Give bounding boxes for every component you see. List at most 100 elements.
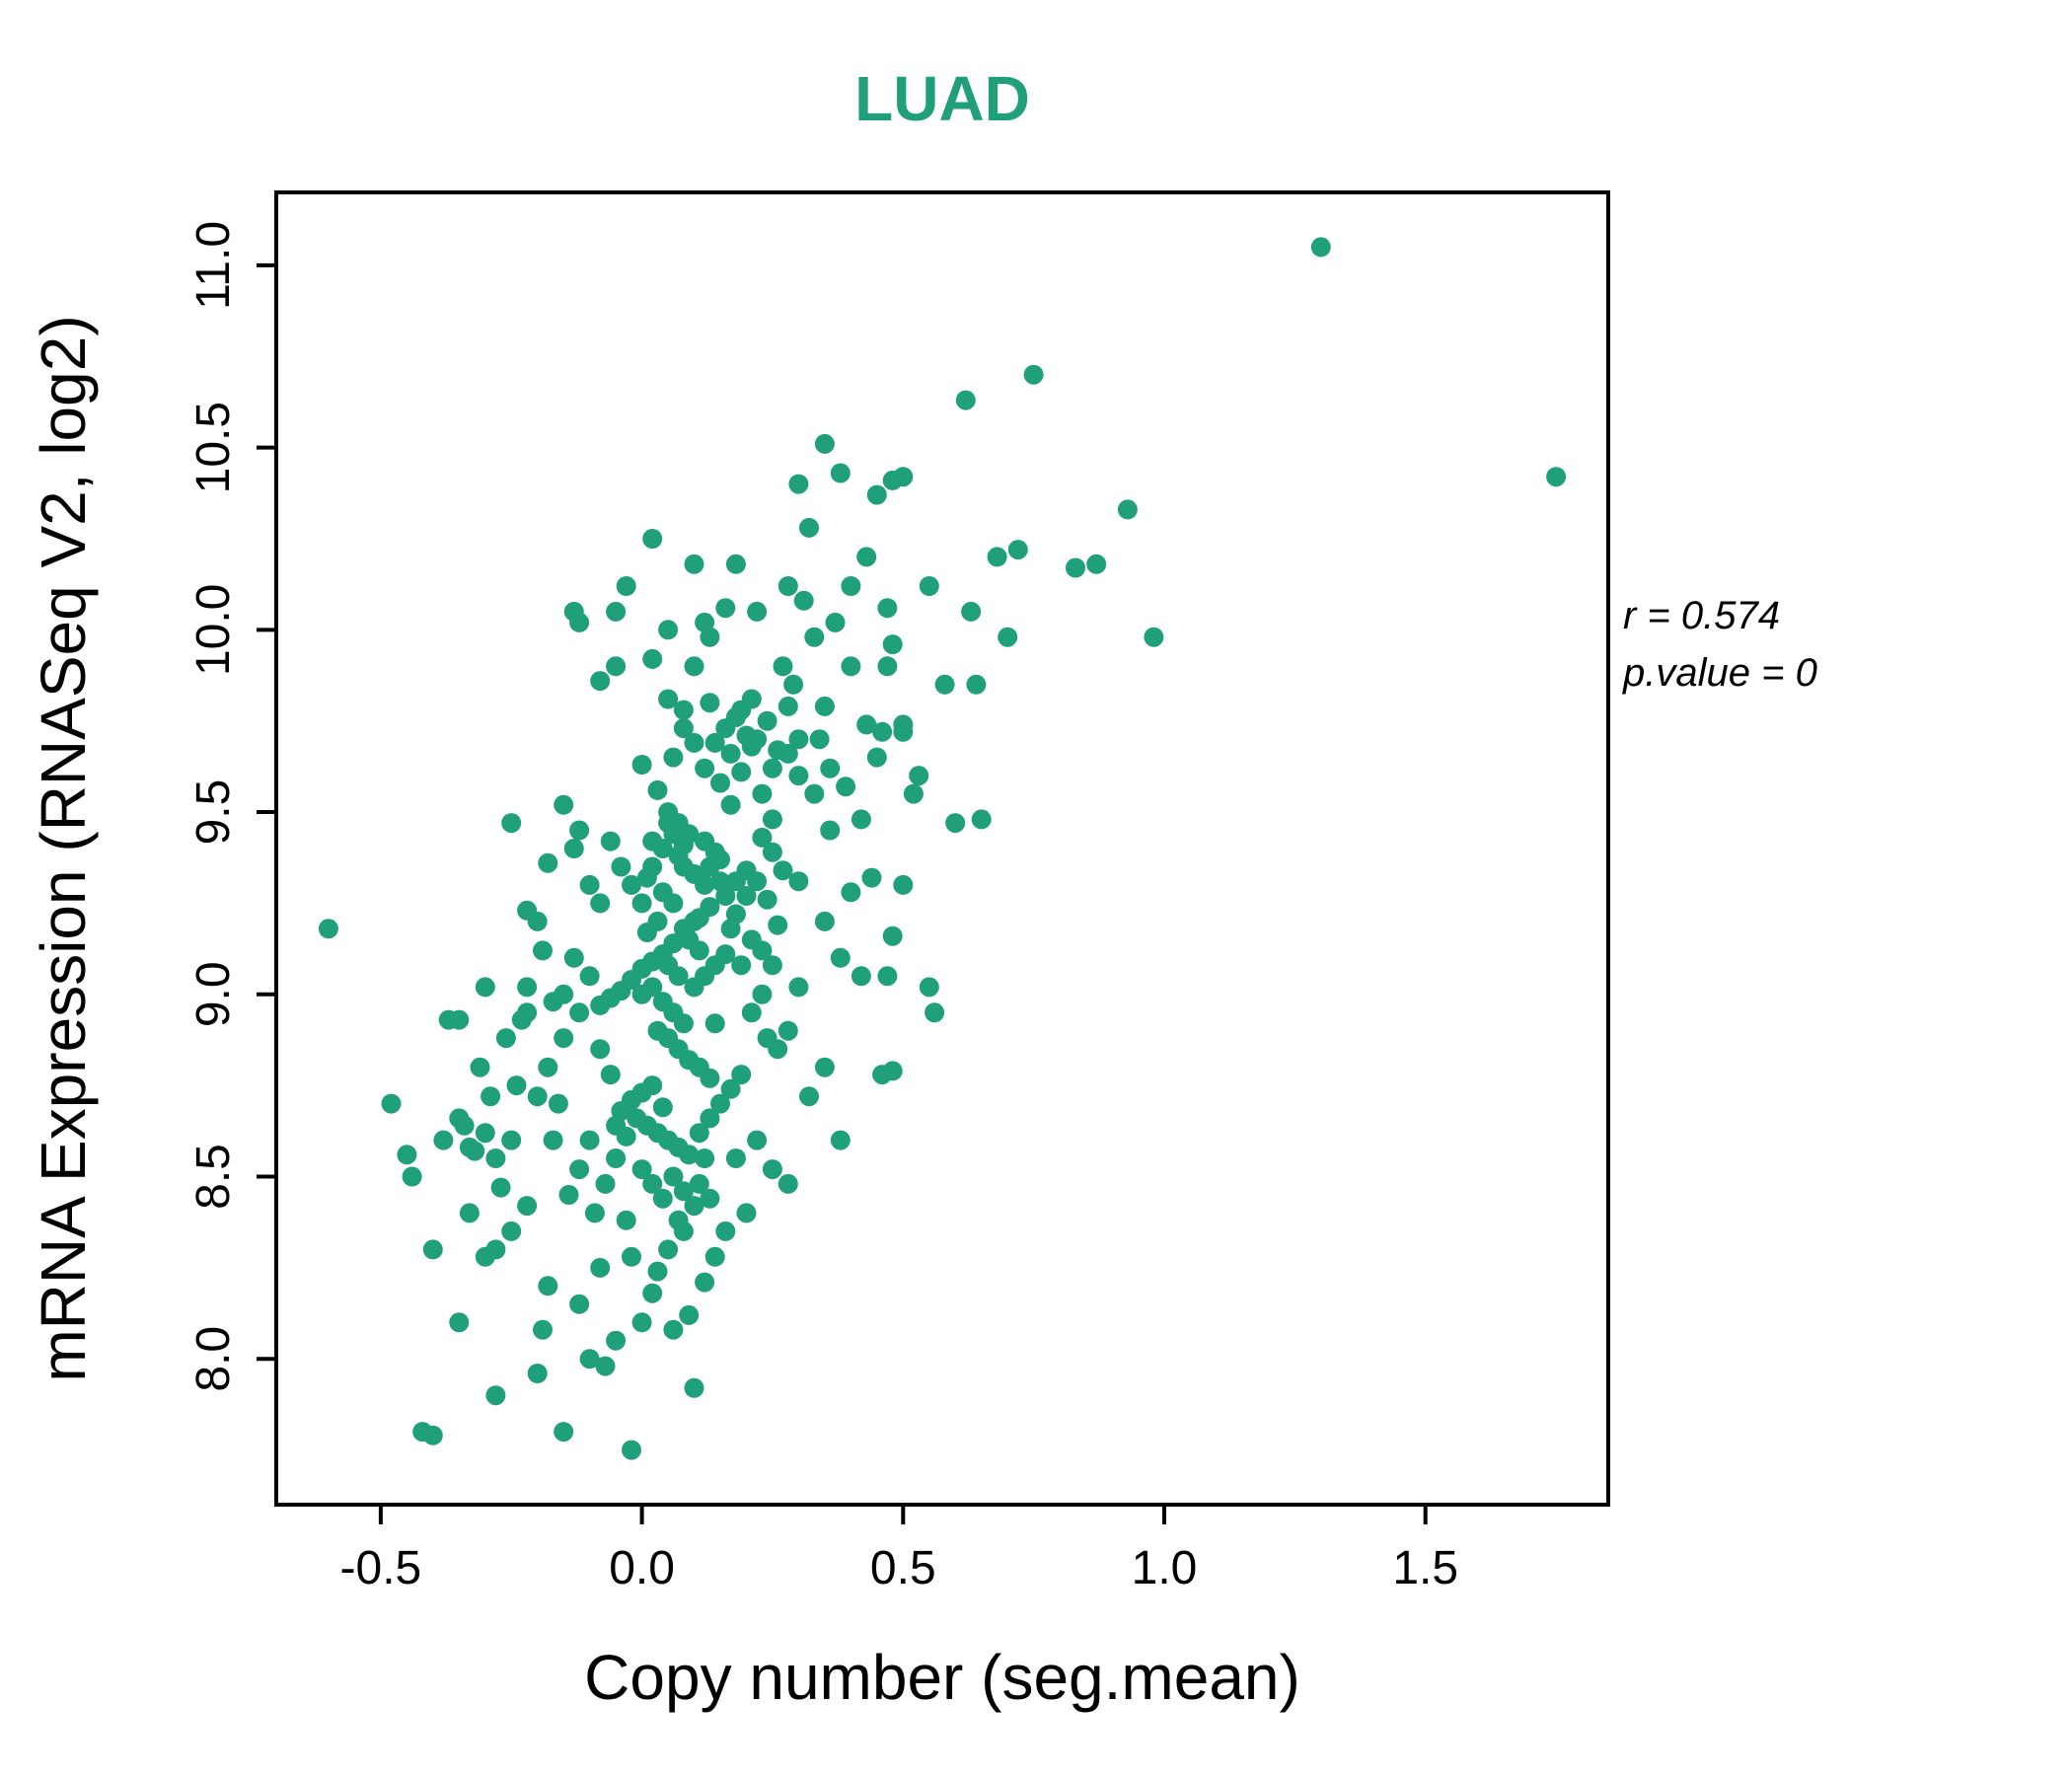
data-point <box>695 1272 715 1293</box>
data-point <box>569 1159 590 1180</box>
data-point <box>684 656 704 677</box>
data-point <box>673 919 694 939</box>
data-point <box>804 783 825 804</box>
data-point <box>919 576 939 596</box>
x-tick-label: 1.0 <box>1132 1542 1198 1594</box>
data-point <box>872 721 893 742</box>
data-point <box>606 1148 627 1168</box>
data-point <box>700 1108 720 1129</box>
data-point <box>736 886 757 906</box>
data-point <box>590 1257 611 1278</box>
data-point <box>538 852 558 873</box>
data-point <box>814 433 835 454</box>
data-point <box>820 820 841 841</box>
data-point <box>579 874 600 895</box>
data-point <box>642 1283 663 1303</box>
chart-title: LUAD <box>854 63 1030 134</box>
data-point <box>830 463 851 483</box>
data-point <box>731 1065 752 1085</box>
data-point <box>762 1159 782 1180</box>
data-point <box>777 1020 798 1041</box>
data-point <box>757 1028 777 1049</box>
data-point <box>961 601 982 622</box>
data-point <box>642 1173 663 1194</box>
data-point <box>955 390 976 410</box>
data-point <box>501 1130 522 1150</box>
data-point <box>595 1356 616 1376</box>
data-point <box>998 627 1018 647</box>
data-point <box>668 966 689 987</box>
data-point <box>495 1028 516 1049</box>
data-point <box>731 762 752 782</box>
data-point <box>704 732 725 753</box>
data-point <box>752 984 773 1004</box>
data-point <box>600 1065 621 1085</box>
data-point <box>700 693 720 713</box>
data-point <box>768 915 788 935</box>
data-point <box>527 1364 548 1383</box>
data-point <box>1086 554 1107 574</box>
data-point <box>543 992 563 1012</box>
x-axis-label: Copy number (seg.mean) <box>584 1642 1300 1713</box>
data-point <box>752 940 773 961</box>
data-point <box>777 1173 798 1194</box>
data-point <box>616 576 636 596</box>
data-point <box>631 1312 652 1333</box>
data-point <box>689 940 709 961</box>
data-point <box>668 1210 689 1230</box>
data-point <box>752 827 773 848</box>
data-point <box>731 955 752 976</box>
data-point <box>673 718 694 739</box>
data-point <box>804 627 825 647</box>
data-point <box>715 598 736 619</box>
data-point <box>658 689 679 709</box>
data-point <box>877 966 898 987</box>
data-point <box>1007 540 1028 560</box>
data-point <box>663 1319 684 1340</box>
data-point <box>762 758 782 778</box>
data-point <box>554 1028 574 1049</box>
data-point <box>459 1203 480 1223</box>
data-point <box>768 740 788 761</box>
data-point <box>788 474 809 494</box>
data-point <box>971 809 992 830</box>
data-point <box>866 484 887 505</box>
data-point <box>517 900 538 921</box>
data-point <box>720 794 741 815</box>
data-point <box>777 696 798 716</box>
data-point <box>622 1246 641 1267</box>
correlation-annotation: r = 0.574 p.value = 0 <box>1623 587 1817 702</box>
data-point <box>590 1039 611 1060</box>
data-point <box>919 977 939 998</box>
data-point <box>558 1185 579 1205</box>
data-point <box>773 860 793 881</box>
data-point <box>762 955 782 976</box>
data-point <box>903 783 924 804</box>
data-point <box>777 576 798 596</box>
data-point <box>579 1349 600 1369</box>
data-point <box>934 674 955 695</box>
data-point <box>684 554 704 574</box>
data-point <box>700 627 720 647</box>
data-point <box>689 1173 709 1194</box>
data-point <box>788 871 809 892</box>
data-point <box>841 656 861 677</box>
data-point <box>679 1145 700 1165</box>
data-point <box>830 1130 851 1150</box>
data-point <box>673 856 694 877</box>
data-point <box>622 1440 641 1460</box>
data-point <box>851 809 871 830</box>
data-point <box>631 893 652 914</box>
data-point <box>563 947 584 968</box>
data-point <box>757 710 777 731</box>
data-point <box>579 1130 600 1150</box>
data-point <box>747 871 768 892</box>
data-point <box>893 467 914 487</box>
data-point <box>893 874 914 895</box>
data-point <box>517 977 538 998</box>
data-point <box>1310 237 1331 258</box>
data-point <box>793 590 814 611</box>
data-point <box>501 813 522 834</box>
data-point <box>538 1276 558 1296</box>
data-point <box>631 755 652 775</box>
